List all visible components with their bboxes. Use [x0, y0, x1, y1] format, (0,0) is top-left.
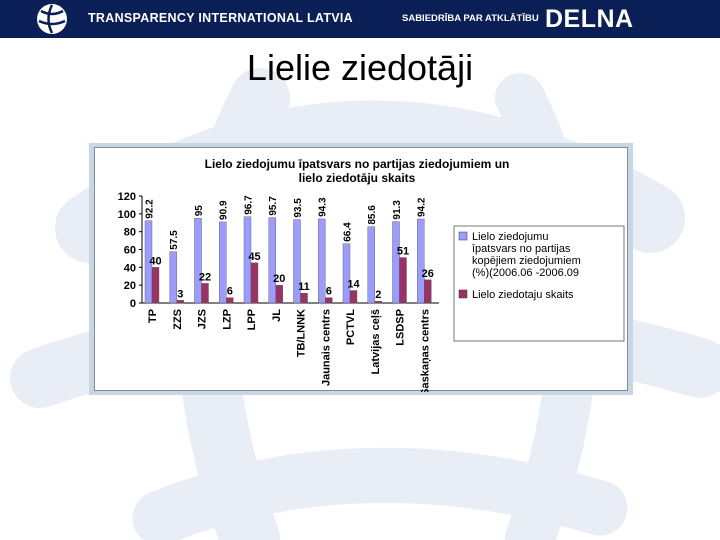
data-label-series2: 20: [273, 273, 285, 285]
legend-swatch-series1: [458, 231, 468, 241]
organization-tagline: SABIEDRĪBA PAR ATKLĀTĪBU: [402, 13, 539, 24]
legend-label-series1: kopējiem ziedojumiem: [472, 255, 581, 267]
data-label-series2: 14: [347, 279, 360, 291]
bar-series2: [424, 279, 432, 304]
chart-area: Lielo ziedojumu īpatsvars no partijas zi…: [94, 147, 628, 392]
bar-series1: [268, 217, 276, 304]
legend-swatch-series2: [458, 289, 468, 299]
bar-series2: [250, 262, 259, 304]
brand-name: DELNA: [545, 5, 634, 33]
legend-label-series1: Lielo ziedojumu: [472, 231, 548, 243]
data-label-series2: 40: [149, 255, 161, 267]
bar-series1: [293, 219, 301, 304]
organization-name: TRANSPARENCY INTERNATIONAL LATVIA: [88, 11, 353, 25]
y-tick-label: 80: [124, 227, 136, 239]
legend-label-series2: Lielo ziedotaju skaits: [472, 289, 574, 301]
y-tick-label: 40: [124, 262, 136, 274]
y-tick-label: 0: [130, 298, 136, 310]
data-label-series1: 94.2: [417, 197, 428, 217]
data-label-series1: 92.2: [145, 199, 156, 219]
bar-series2: [399, 257, 407, 304]
bar-series1: [169, 251, 177, 304]
bar-series1: [144, 220, 153, 304]
bar-series2: [374, 301, 382, 304]
data-label-series2: 51: [397, 246, 409, 258]
bar-series2: [176, 300, 184, 304]
data-label-series1: 95.7: [268, 196, 279, 216]
category-label: JZS: [197, 309, 209, 329]
bar-series1: [417, 218, 425, 304]
data-label-series2: 45: [248, 251, 260, 263]
data-label-series1: 90.9: [219, 200, 230, 220]
legend-label-series1: īpatsvars no partijas: [472, 243, 571, 255]
data-label-series1: 93.5: [293, 198, 304, 218]
bar-series2: [300, 292, 308, 304]
y-tick-label: 100: [118, 209, 136, 221]
data-label-series1: 66.4: [343, 222, 354, 242]
category-label: LZP: [221, 309, 233, 330]
category-label: PCTVL: [345, 309, 357, 345]
globe-logo-icon: [37, 4, 67, 34]
y-tick-label: 120: [118, 191, 136, 203]
bar-series1: [392, 221, 400, 304]
bar-series2: [226, 297, 234, 304]
category-label: TP: [147, 309, 159, 323]
data-label-series2: 22: [199, 271, 211, 283]
category-label: LPP: [246, 309, 258, 330]
bar-series2: [201, 283, 209, 304]
bar-series2: [325, 297, 333, 304]
chart-title-line: Lielo ziedojumu īpatsvars no partijas zi…: [205, 157, 510, 171]
bar-series1: [318, 218, 326, 304]
bar-series1: [342, 243, 351, 304]
category-label: JL: [271, 309, 283, 322]
category-label: Latvijas ceļš: [370, 309, 382, 374]
data-label-series2: 3: [177, 288, 183, 300]
category-label: TB/LNNK: [296, 309, 308, 357]
chart-frame: Lielo ziedojumu īpatsvars no partijas zi…: [89, 143, 633, 395]
bar-series1: [367, 226, 375, 304]
bar-series2: [349, 290, 358, 304]
data-label-series1: 91.3: [392, 200, 403, 220]
bar-series2: [151, 267, 160, 304]
data-label-series2: 26: [422, 268, 434, 280]
legend-box: [453, 225, 625, 342]
bar-series1: [194, 218, 202, 304]
data-label-series2: 6: [326, 286, 332, 298]
bar-series1: [243, 216, 252, 304]
data-label-series1: 85.6: [367, 205, 378, 225]
bar-series2: [275, 284, 283, 304]
data-label-series2: 6: [227, 286, 233, 298]
data-label-series1: 96.7: [244, 195, 255, 215]
data-label-series1: 57.5: [169, 230, 180, 250]
data-label-series1: 94.3: [318, 197, 329, 217]
y-tick-label: 60: [124, 245, 136, 257]
legend-label-series1: (%)(2006.06 -2006.09: [472, 267, 579, 279]
chart-title-line: lielo ziedotāju skaits: [299, 171, 416, 185]
header-bar: TRANSPARENCY INTERNATIONAL LATVIA SABIED…: [0, 0, 720, 38]
data-label-series1: 95: [194, 205, 205, 217]
category-label: ZZS: [172, 309, 184, 330]
category-label: LSDSP: [395, 309, 407, 346]
y-tick-label: 20: [124, 280, 136, 292]
category-label: Saskaņas centrs: [419, 309, 431, 392]
data-label-series2: 2: [375, 289, 381, 301]
data-label-series2: 11: [298, 281, 310, 293]
slide-title: Lielie ziedotāji: [246, 47, 474, 88]
bar-series1: [219, 221, 227, 304]
category-label: Jaunais centrs: [320, 309, 332, 386]
bar-chart: Lielo ziedojumu īpatsvars no partijas zi…: [118, 157, 625, 392]
